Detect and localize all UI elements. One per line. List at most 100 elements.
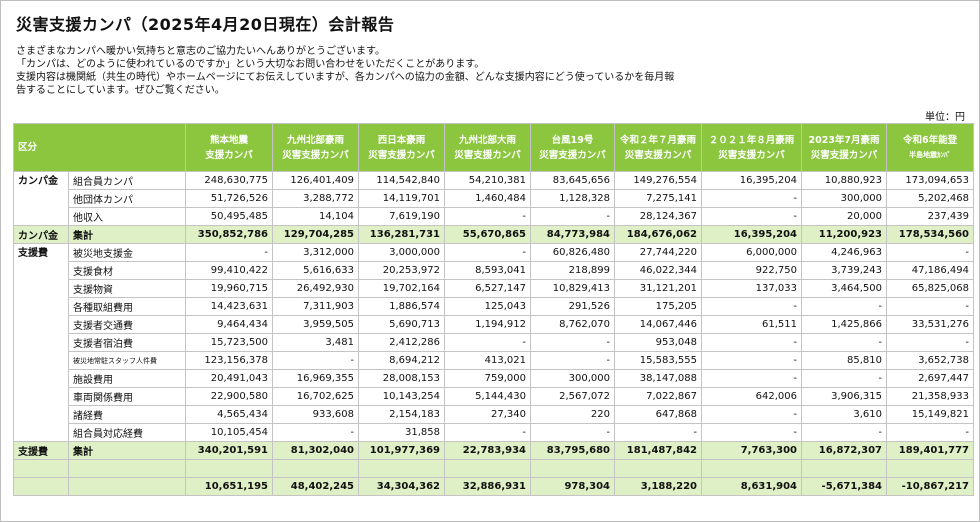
category-label: カンパ金 xyxy=(13,171,69,226)
value-cell: 922,750 xyxy=(701,261,803,280)
value-cell: - xyxy=(530,423,616,442)
empty-cell xyxy=(886,459,975,478)
total-cell: 129,704,285 xyxy=(272,225,360,244)
value-cell: 126,401,409 xyxy=(272,171,360,190)
empty-cell xyxy=(701,459,803,478)
item-label: 施設費用 xyxy=(67,369,187,388)
value-cell: 16,969,355 xyxy=(272,369,360,388)
value-cell: - xyxy=(701,369,803,388)
value-cell: 8,593,041 xyxy=(444,261,532,280)
value-cell: 61,511 xyxy=(701,315,803,334)
value-cell: 291,526 xyxy=(530,297,616,316)
value-cell: 6,527,147 xyxy=(444,279,532,298)
value-cell: 31,858 xyxy=(358,423,446,442)
total-row: カンパ金 集計 350,852,786 129,704,285 136,281,731 5… xyxy=(13,225,975,244)
item-label: 支援者交通費 xyxy=(67,315,187,334)
intro-text: さまざまなカンパへ暖かい気持ちと意志のご協力たいへんありがとうございます。 「カ… xyxy=(16,45,736,97)
table-row: 施設費用 20,491,043 16,969,355 28,008,153 759,00… xyxy=(14,369,975,388)
column-header: 令和２年７月豪雨 災害支援カンパ xyxy=(614,123,703,172)
value-cell: - xyxy=(701,423,803,442)
value-cell: 300,000 xyxy=(530,369,616,388)
value-cell: 3,312,000 xyxy=(272,243,360,262)
value-cell: - xyxy=(614,423,703,442)
value-cell: - xyxy=(886,297,975,316)
column-header-line2: 災害支援カンパ xyxy=(454,149,521,161)
value-cell: - xyxy=(886,333,975,352)
column-header: 熊本地震 支援カンパ xyxy=(185,123,274,172)
column-header-line2: 半島地震ｶﾝﾊﾟ xyxy=(909,150,952,159)
value-cell: 137,033 xyxy=(701,279,803,298)
total-cell: 136,281,731 xyxy=(358,225,446,244)
column-header-line2: 災害支援カンパ xyxy=(718,149,785,161)
value-cell: 7,275,141 xyxy=(614,189,703,208)
value-cell: - xyxy=(886,423,975,442)
column-header-line2: 災害支援カンパ xyxy=(368,149,435,161)
value-cell: 15,149,821 xyxy=(886,405,975,424)
value-cell: 7,619,190 xyxy=(358,207,446,226)
value-cell: 125,043 xyxy=(444,297,532,316)
value-cell: 3,959,505 xyxy=(272,315,360,334)
value-cell: - xyxy=(444,423,532,442)
value-cell: 10,880,923 xyxy=(801,171,888,190)
value-cell: 3,000,000 xyxy=(358,243,446,262)
value-cell: 3,906,315 xyxy=(801,387,888,406)
value-cell: - xyxy=(272,423,360,442)
value-cell: 14,119,701 xyxy=(358,189,446,208)
balance-cell: 3,188,220 xyxy=(614,477,703,496)
total-cell: 101,977,369 xyxy=(358,441,446,460)
intro-line: 支援内容は機関紙（共生の時代）やホームページにてお伝えしていますが、各カンパへの… xyxy=(16,72,675,83)
total-cell: 84,773,984 xyxy=(530,225,616,244)
intro-line: 告することにしています。ぜひご覧ください。 xyxy=(16,85,225,96)
value-cell: 933,608 xyxy=(272,405,360,424)
value-cell: - xyxy=(444,333,532,352)
total-cell: 340,201,591 xyxy=(185,441,274,460)
value-cell: 8,694,212 xyxy=(358,351,446,370)
item-label: 被災地支援金 xyxy=(67,243,187,262)
total-cell: 16,395,204 xyxy=(701,225,803,244)
value-cell: 15,583,555 xyxy=(614,351,703,370)
table-row: 被災地常駐スタッフ人件費 123,156,378-8,694,212 413,021… xyxy=(14,351,975,370)
total-cell: 81,302,040 xyxy=(272,441,360,460)
item-label: 組合員カンパ xyxy=(67,171,187,190)
value-cell: 149,276,554 xyxy=(614,171,703,190)
value-cell: 3,464,500 xyxy=(801,279,888,298)
balance-row: 10,651,195 48,402,245 34,304,362 32,886,931… xyxy=(13,477,975,496)
value-cell: 7,022,867 xyxy=(614,387,703,406)
item-label: 支援食材 xyxy=(67,261,187,280)
total-cell: 178,534,560 xyxy=(886,225,975,244)
table-row: 他団体カンパ 51,726,526 3,288,772 14,119,701 1,460… xyxy=(14,189,975,208)
balance-cell: 48,402,245 xyxy=(272,477,360,496)
accounting-table: 区分 熊本地震 支援カンパ 九州北部豪雨 災害支援カンパ 西日本豪雨 災害支援カンパ 九州北… xyxy=(12,123,975,496)
value-cell: 123,156,378 xyxy=(185,351,274,370)
empty-cell xyxy=(801,459,888,478)
value-cell: 1,425,866 xyxy=(801,315,888,334)
total-label: 支援費 xyxy=(13,441,69,460)
balance-cell: 978,304 xyxy=(530,477,616,496)
table-row: 支援者交通費 9,464,434 3,959,505 5,690,713 1,194,9… xyxy=(14,315,975,334)
value-cell: 27,340 xyxy=(444,405,532,424)
table-row: 車両関係費用 22,900,580 16,702,625 10,143,254 5,14… xyxy=(14,387,975,406)
value-cell: 175,205 xyxy=(614,297,703,316)
balance-cell: -5,671,384 xyxy=(801,477,888,496)
value-cell: 3,481 xyxy=(272,333,360,352)
value-cell: 642,006 xyxy=(701,387,803,406)
total-label: 集計 xyxy=(67,441,187,460)
unit-label: 単位：円 xyxy=(925,112,965,123)
balance-cell: -10,867,217 xyxy=(886,477,975,496)
value-cell: 99,410,422 xyxy=(185,261,274,280)
value-cell: 14,423,631 xyxy=(185,297,274,316)
value-cell: 51,726,526 xyxy=(185,189,274,208)
value-cell: 4,246,963 xyxy=(801,243,888,262)
item-label: 支援者宿泊費 xyxy=(67,333,187,352)
total-cell: 7,763,300 xyxy=(701,441,803,460)
value-cell: - xyxy=(444,207,532,226)
value-cell: 33,531,276 xyxy=(886,315,975,334)
table-row: 支援食材 99,410,422 5,616,633 20,253,972 8,593,0… xyxy=(14,261,975,280)
total-cell: 189,401,777 xyxy=(886,441,975,460)
empty-cell xyxy=(67,477,187,496)
value-cell: 54,210,381 xyxy=(444,171,532,190)
total-cell: 184,676,062 xyxy=(614,225,703,244)
column-header-line1: 九州北部大雨 xyxy=(459,134,517,146)
value-cell: - xyxy=(701,207,803,226)
value-cell: 15,723,500 xyxy=(185,333,274,352)
